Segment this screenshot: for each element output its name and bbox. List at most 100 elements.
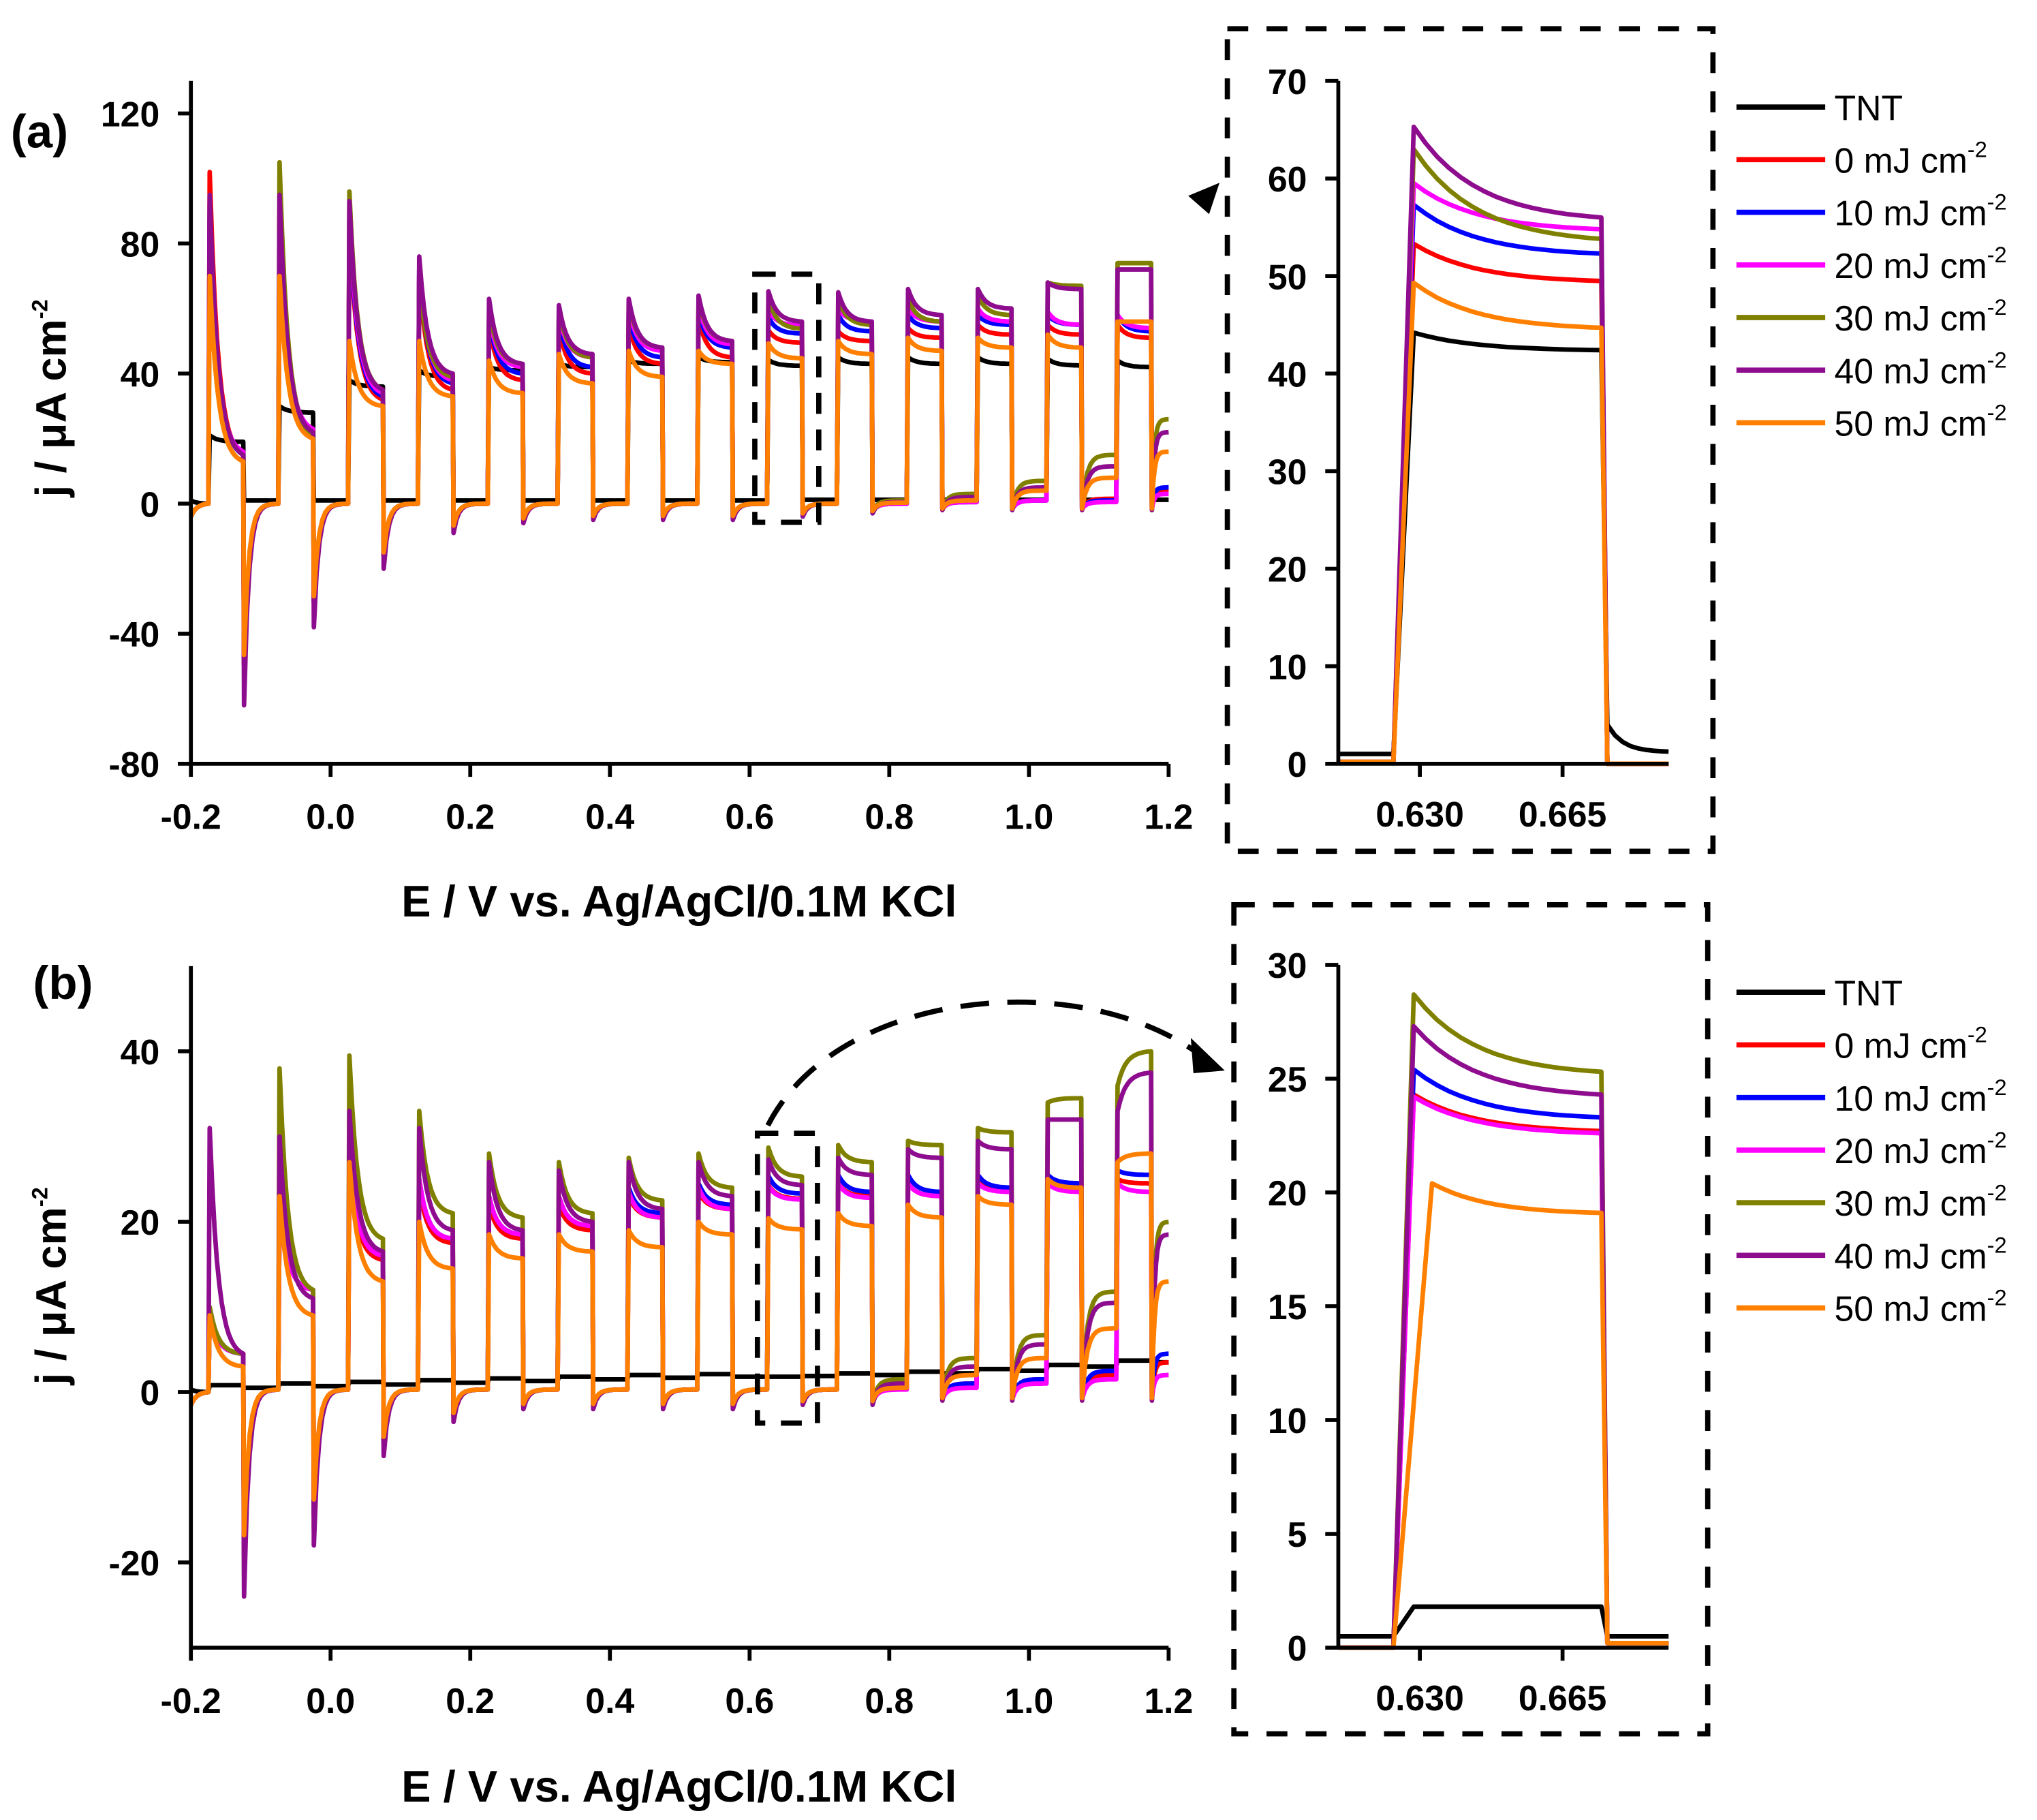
- legend-entry-label: 30 mJ cm-2: [1835, 295, 2007, 338]
- inset-y-tick-label: 30: [1268, 946, 1307, 985]
- legend-entry-sup: -2: [1987, 1128, 2007, 1152]
- legend-entry-sup: -2: [1968, 1023, 1987, 1047]
- main-y-tick-label: 0: [140, 484, 159, 524]
- inset-y-tick-label: 0: [1288, 745, 1307, 784]
- axes-b: -20 0 20 40 -0.2 0.0 0.2 0.4 0.6 0.8 1.0 1.2: [108, 966, 1193, 1721]
- legend-entry-sup: -2: [1987, 243, 2007, 267]
- panel-b: (b) j / μA cm-2 E / V vs. Ag/AgCl/0.1M K…: [27, 902, 2007, 1811]
- legend-entry-sup: -2: [1987, 295, 2007, 320]
- main-y-tick-label: -80: [108, 745, 159, 784]
- legend-entry-sup: -2: [1987, 401, 2007, 425]
- y-axis-label-sup: -2: [27, 1187, 52, 1207]
- legend-entry-label: 50 mJ cm-2: [1835, 401, 2007, 444]
- legend-entry-label: TNT: [1835, 973, 1903, 1013]
- legend-entry-text: 50 mJ cm: [1835, 404, 1987, 444]
- inset-y-tick-label: 10: [1268, 647, 1307, 687]
- legend-entry-label: 10 mJ cm-2: [1835, 1075, 2007, 1118]
- main-y-tick-label: -40: [108, 615, 159, 654]
- main-x-tick-label: 0.0: [306, 1681, 355, 1721]
- inset-y-tick-label: 25: [1268, 1060, 1307, 1099]
- dashed-connector-b: [765, 999, 1196, 1127]
- panel-label-b: (b): [33, 957, 93, 1009]
- series-line-50-mJ-cm-2: [189, 273, 1170, 658]
- inset-y-tick-label: 60: [1268, 159, 1307, 199]
- main-y-tick-label: 40: [121, 354, 160, 394]
- inset-x-tick-label: 0.665: [1519, 795, 1606, 834]
- series-line-30-mJ-cm-2: [189, 159, 1170, 668]
- series-line-30-mJ-cm-2: [189, 1049, 1170, 1579]
- legend-entry-sup: -2: [1968, 138, 1987, 162]
- legend-entry-label: 20 mJ cm-2: [1835, 243, 2007, 286]
- y-axis-label-a: j / μA cm-2: [27, 299, 75, 497]
- legend-entry-sup: -2: [1987, 1075, 2007, 1100]
- legend-entry-sup: -2: [1987, 348, 2007, 372]
- legend-entry-label: 40 mJ cm-2: [1835, 1233, 2007, 1276]
- main-y-tick-label: 0: [140, 1373, 159, 1413]
- legend-entry-sup: -2: [1987, 1286, 2007, 1310]
- arrow-head-a: [1188, 183, 1220, 215]
- legend-entry-label: 30 mJ cm-2: [1835, 1180, 2007, 1223]
- legend-entry-text: 20 mJ cm: [1835, 246, 1987, 286]
- legend-entry-text: 30 mJ cm: [1835, 298, 1987, 338]
- legend-entry-text: 30 mJ cm: [1835, 1184, 1987, 1223]
- inset-series-line-50-mJ-cm-2: [1338, 1181, 1669, 1650]
- inset-series-line-30-mJ-cm-2: [1338, 146, 1669, 767]
- main-x-tick-label: 0.6: [725, 797, 774, 837]
- main-x-tick-label: -0.2: [161, 1681, 221, 1721]
- main-x-tick-label: 1.2: [1144, 797, 1193, 837]
- main-x-tick-label: 0.6: [725, 1681, 774, 1721]
- inset-y-tick-label: 0: [1288, 1629, 1307, 1668]
- main-x-tick-label: 0.2: [446, 797, 495, 837]
- inset-y-tick-label: 20: [1268, 1173, 1307, 1213]
- main-x-tick-label: 0.4: [585, 797, 634, 837]
- legend-entry-text: 10 mJ cm: [1835, 194, 1987, 233]
- main-x-tick-label: 1.0: [1004, 797, 1053, 837]
- legend-entry-text: 20 mJ cm: [1835, 1131, 1987, 1171]
- legend-entry-text: TNT: [1835, 88, 1903, 127]
- legend-entry-sup: -2: [1987, 1180, 2007, 1205]
- inset-series-line-0-mJ-cm-2: [1338, 241, 1669, 767]
- inset-series-line-TNT: [1338, 1604, 1669, 1639]
- legend-entry-text: TNT: [1835, 973, 1903, 1013]
- inset-y-tick-label: 20: [1268, 550, 1307, 589]
- legend-entry-label: TNT: [1835, 88, 1903, 127]
- curves-b: [189, 1049, 1170, 1599]
- series-line-0-mJ-cm-2: [189, 169, 1170, 668]
- main-x-tick-label: 0.8: [865, 1681, 914, 1721]
- inset-y-tick-label: 40: [1268, 354, 1307, 394]
- axes-a: -80 -40 0 40 80 120 -0.2 0.0 0.2 0.4 0.6 0.8 1.0 1.2: [101, 80, 1193, 837]
- legend-entry-text: 40 mJ cm: [1835, 351, 1987, 390]
- y-axis-label-text: j / μA cm: [27, 1207, 75, 1385]
- x-axis-label-a: E / V vs. Ag/AgCl/0.1M KCl: [401, 876, 957, 926]
- main-x-tick-label: 0.0: [306, 797, 355, 837]
- inset-series-line-20-mJ-cm-2: [1338, 1094, 1669, 1650]
- inset-frame-a: [1224, 26, 1716, 854]
- x-axis-label-b: E / V vs. Ag/AgCl/0.1M KCl: [401, 1761, 957, 1811]
- inset-y-tick-label: 15: [1268, 1287, 1307, 1327]
- legend-entry-sup: -2: [1987, 1233, 2007, 1257]
- panel-label-a: (a): [11, 106, 68, 158]
- main-x-tick-label: 0.2: [446, 1681, 495, 1721]
- y-axis-label-b: j / μA cm-2: [27, 1187, 75, 1385]
- y-axis-label-text: j / μA cm: [27, 319, 75, 497]
- main-y-tick-label: 120: [101, 95, 159, 134]
- main-x-tick-label: 0.4: [585, 1681, 634, 1721]
- main-x-tick-label: 1.0: [1004, 1681, 1053, 1721]
- main-y-tick-label: -20: [108, 1543, 159, 1583]
- main-y-tick-label: 20: [121, 1203, 160, 1242]
- inset-series-line-10-mJ-cm-2: [1338, 202, 1669, 767]
- inset-y-tick-label: 50: [1268, 257, 1307, 296]
- legend-entry-label: 0 mJ cm-2: [1835, 1023, 1987, 1066]
- inset-y-tick-label: 70: [1268, 62, 1307, 102]
- inset-axes-b: 0 5 10 15 20 25 30 0.630 0.665: [1268, 946, 1669, 1718]
- series-line-TNT: [189, 355, 1170, 506]
- inset-x-tick-label: 0.665: [1519, 1678, 1606, 1718]
- inset-series-line-10-mJ-cm-2: [1338, 1067, 1669, 1650]
- legend-entry-text: 0 mJ cm: [1835, 1026, 1968, 1066]
- main-x-tick-label: 0.8: [865, 797, 914, 837]
- main-x-tick-label: 1.2: [1144, 1681, 1193, 1721]
- series-line-40-mJ-cm-2: [189, 1070, 1170, 1599]
- main-y-tick-label: 80: [121, 225, 160, 264]
